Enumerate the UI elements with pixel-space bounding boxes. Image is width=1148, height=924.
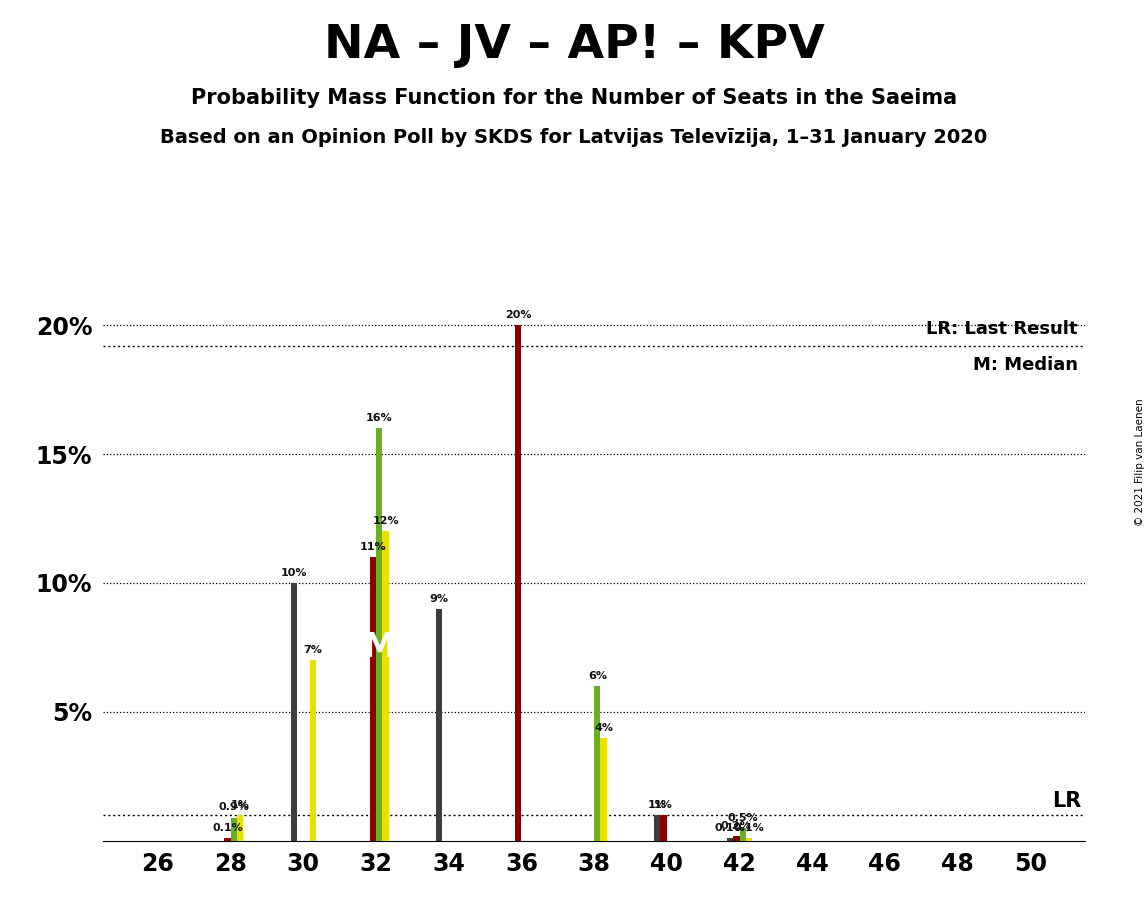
Bar xyxy=(746,838,752,841)
Bar xyxy=(660,815,667,841)
Text: 0.9%: 0.9% xyxy=(218,802,249,812)
Text: Based on an Opinion Poll by SKDS for Latvijas Televīzija, 1–31 January 2020: Based on an Opinion Poll by SKDS for Lat… xyxy=(161,128,987,147)
Text: 20%: 20% xyxy=(505,310,532,320)
Bar xyxy=(377,428,382,841)
Text: LR: Last Result: LR: Last Result xyxy=(926,320,1078,338)
Bar xyxy=(290,583,297,841)
Bar xyxy=(236,815,243,841)
Text: 6%: 6% xyxy=(588,671,607,681)
Text: Probability Mass Function for the Number of Seats in the Saeima: Probability Mass Function for the Number… xyxy=(191,88,957,108)
Bar xyxy=(310,661,316,841)
Text: M: Median: M: Median xyxy=(972,356,1078,374)
Text: 7%: 7% xyxy=(303,645,323,655)
Bar xyxy=(727,838,734,841)
Text: 12%: 12% xyxy=(372,517,398,527)
Bar xyxy=(370,557,377,841)
Bar xyxy=(739,828,746,841)
Text: 0.5%: 0.5% xyxy=(728,813,758,822)
Bar xyxy=(436,609,442,841)
Text: 16%: 16% xyxy=(366,413,393,423)
Text: 0.1%: 0.1% xyxy=(734,823,765,833)
Bar xyxy=(734,835,739,841)
Text: 1%: 1% xyxy=(231,800,249,810)
Text: © 2021 Filip van Laenen: © 2021 Filip van Laenen xyxy=(1135,398,1145,526)
Text: 4%: 4% xyxy=(595,723,613,733)
Text: 0.2%: 0.2% xyxy=(721,821,752,831)
Bar xyxy=(595,687,600,841)
Text: 9%: 9% xyxy=(429,593,449,603)
Text: 11%: 11% xyxy=(359,542,386,552)
Bar xyxy=(600,737,607,841)
Bar xyxy=(515,325,521,841)
Bar xyxy=(224,838,231,841)
Text: 1%: 1% xyxy=(654,800,673,810)
Bar xyxy=(382,531,389,841)
Text: 1%: 1% xyxy=(647,800,667,810)
Text: NA – JV – AP! – KPV: NA – JV – AP! – KPV xyxy=(324,23,824,68)
Text: M: M xyxy=(363,631,396,664)
Text: LR: LR xyxy=(1052,791,1081,811)
Text: 0.1%: 0.1% xyxy=(714,823,745,833)
Bar xyxy=(654,815,660,841)
Bar xyxy=(231,818,236,841)
Text: 0.1%: 0.1% xyxy=(212,823,242,833)
Text: 10%: 10% xyxy=(280,568,307,578)
